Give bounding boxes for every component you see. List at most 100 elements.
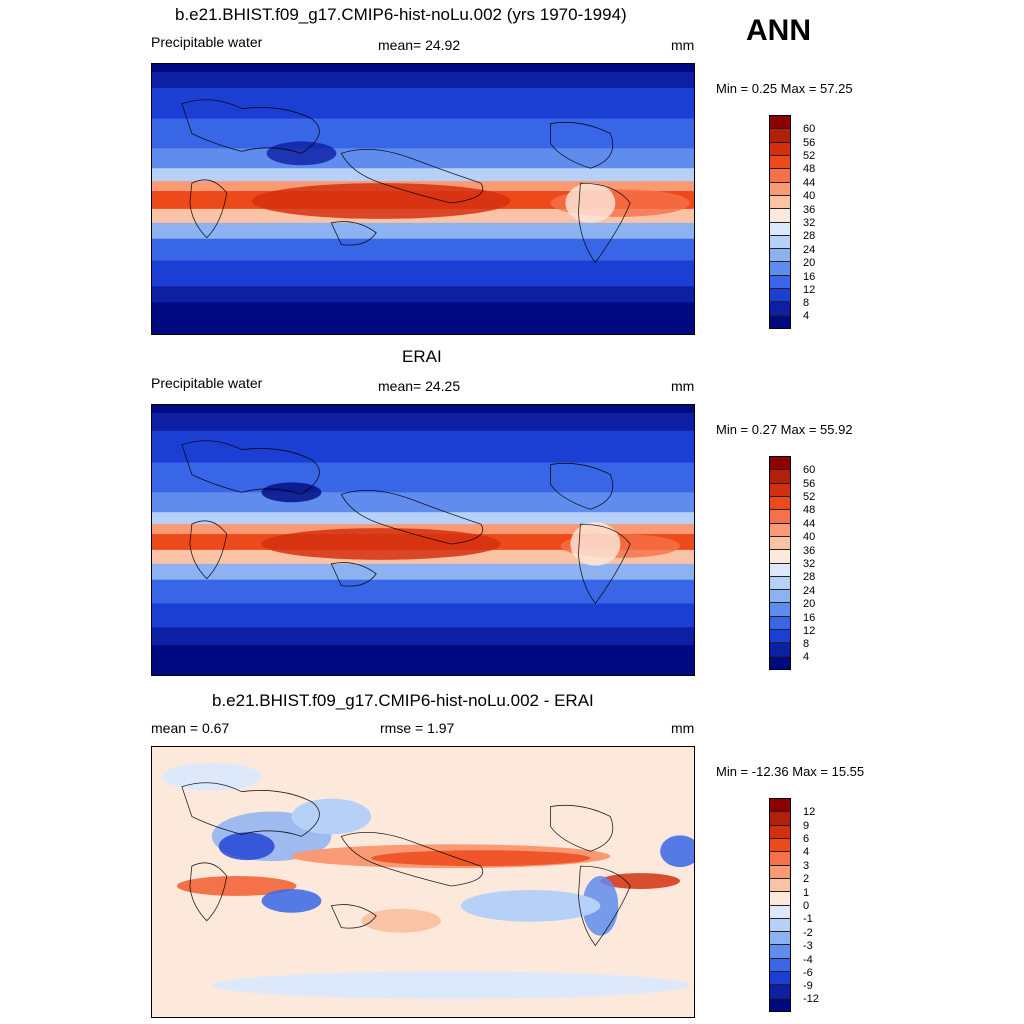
panel-1-colorbar-swatch — [770, 315, 790, 328]
panel-2-colorbar-swatch — [770, 457, 790, 471]
panel-1-colorbar-swatch — [770, 249, 790, 263]
panel-1-colorbar-swatch — [770, 169, 790, 183]
panel-1-tick: 48 — [803, 163, 816, 175]
panel-1-tick: 32 — [803, 217, 816, 229]
panel-3-colorbar-swatch — [770, 918, 790, 933]
panel-1-tick: 44 — [803, 177, 816, 189]
panel-3-minmax: Min = -12.36 Max = 15.55 — [716, 764, 865, 779]
panel-2-minmax: Min = 0.27 Max = 55.92 — [716, 422, 853, 437]
panel-1-colorbar-swatch — [770, 302, 790, 316]
panel-3-tick: 1 — [803, 887, 810, 899]
panel-3-tick: 9 — [803, 820, 810, 832]
panel-1-colorbar-swatch — [770, 209, 790, 223]
panel-1-tick: 24 — [803, 244, 816, 256]
panel-3-colorbar-swatch — [770, 945, 790, 959]
panel-2-colorbar-swatch — [770, 523, 790, 537]
panel-2-colorbar — [769, 456, 791, 670]
panel-1-units: mm — [671, 37, 695, 53]
panel-3-tick: -6 — [803, 967, 813, 979]
panel-2-tick: 44 — [803, 518, 816, 530]
panel-1-tick: 20 — [803, 257, 816, 269]
panel-3-colorbar-swatch — [770, 852, 790, 866]
panel-3-tick: 0 — [803, 900, 810, 912]
panel-2-map — [151, 404, 695, 676]
panel-2-tick: 56 — [803, 478, 816, 490]
panel-3-tick: -12 — [803, 993, 819, 1005]
panel-1-colorbar-swatch — [770, 129, 790, 143]
panel-1-colorbar-swatch — [770, 275, 790, 290]
panel-3-tick: 4 — [803, 846, 810, 858]
panel-1-tick: 28 — [803, 230, 816, 242]
panel-3-colorbar-swatch — [770, 905, 790, 919]
panel-2-tick: 28 — [803, 571, 816, 583]
panel-3-tick: -3 — [803, 940, 813, 952]
panel-1-colorbar-swatch — [770, 142, 790, 156]
panel-2-colorbar-swatch — [770, 470, 790, 484]
panel-3-colorbar-swatch — [770, 892, 790, 906]
panel-2-units: mm — [671, 378, 695, 394]
panel-3-tick: -4 — [803, 954, 813, 966]
panel-2-colorbar-swatch — [770, 630, 790, 644]
panel-2-colorbar-swatch — [770, 616, 790, 631]
panel-2-tick: 16 — [803, 612, 816, 624]
panel-1-colorbar-swatch — [770, 195, 790, 210]
panel-2-tick: 8 — [803, 638, 810, 650]
panel-3-colorbar-swatch — [770, 985, 790, 999]
panel-1-tick: 12 — [803, 284, 816, 296]
panel-3-map — [151, 746, 695, 1018]
panel-2-tick: 4 — [803, 651, 810, 663]
panel-2-tick: 40 — [803, 531, 816, 543]
panel-1-tick: 60 — [803, 123, 816, 135]
panel-2-mean: mean= 24.25 — [378, 378, 461, 394]
panel-1-tick: 36 — [803, 204, 816, 216]
panel-3-colorbar-swatch — [770, 838, 790, 853]
panel-2-tick: 12 — [803, 625, 816, 637]
panel-2-colorbar-swatch — [770, 536, 790, 551]
panel-3-colorbar-swatch — [770, 958, 790, 973]
panel-2-colorbar-swatch — [770, 643, 790, 657]
panel-3-tick: 12 — [803, 806, 816, 818]
panel-3-tick: 2 — [803, 873, 810, 885]
panel-2-tick: 52 — [803, 491, 816, 503]
panel-3-colorbar-swatch — [770, 799, 790, 813]
panel-1-colorbar-swatch — [770, 116, 790, 130]
panel-2-colorbar-swatch — [770, 590, 790, 604]
panel-1-tick: 4 — [803, 310, 810, 322]
panel-2-colorbar-swatch — [770, 510, 790, 524]
panel-3-tick: 6 — [803, 833, 810, 845]
panel-1-tick: 16 — [803, 271, 816, 283]
panel-3-colorbar-swatch — [770, 825, 790, 839]
panel-1-tick: 40 — [803, 190, 816, 202]
panel-1-colorbar-swatch — [770, 182, 790, 196]
panel-1-title: b.e21.BHIST.f09_g17.CMIP6-hist-noLu.002 … — [175, 5, 627, 24]
panel-2-tick: 36 — [803, 545, 816, 557]
panel-1-colorbar-swatch — [770, 262, 790, 276]
panel-1-tick: 52 — [803, 150, 816, 162]
panel-1-map — [151, 63, 695, 335]
panel-3-colorbar-swatch — [770, 998, 790, 1011]
panel-3-title: b.e21.BHIST.f09_g17.CMIP6-hist-noLu.002 … — [212, 691, 594, 710]
panel-3-colorbar-swatch — [770, 932, 790, 946]
panel-3-tick: -1 — [803, 913, 813, 925]
panel-3-tick: 3 — [803, 860, 810, 872]
panel-3-tick: -9 — [803, 980, 813, 992]
panel-2-colorbar-swatch — [770, 656, 790, 669]
panel-1-tick: 56 — [803, 137, 816, 149]
season-label: ANN — [746, 14, 811, 47]
panel-3-colorbar — [769, 798, 791, 1012]
panel-2-colorbar-swatch — [770, 496, 790, 511]
panel-2-left-label: Precipitable water — [151, 375, 263, 391]
panel-3-colorbar-swatch — [770, 812, 790, 826]
panel-1-tick: 8 — [803, 297, 810, 309]
panel-2-title: ERAI — [402, 347, 442, 366]
panel-2-colorbar-swatch — [770, 550, 790, 564]
panel-2-colorbar-swatch — [770, 603, 790, 617]
panel-2-colorbar-swatch — [770, 576, 790, 591]
panel-3-tick: -2 — [803, 927, 813, 939]
panel-2-colorbar-swatch — [770, 483, 790, 497]
panel-1-colorbar-swatch — [770, 155, 790, 170]
panel-3-colorbar-swatch — [770, 878, 790, 893]
panel-2-tick: 48 — [803, 504, 816, 516]
panel-2-tick: 60 — [803, 464, 816, 476]
panel-1-colorbar-swatch — [770, 289, 790, 303]
